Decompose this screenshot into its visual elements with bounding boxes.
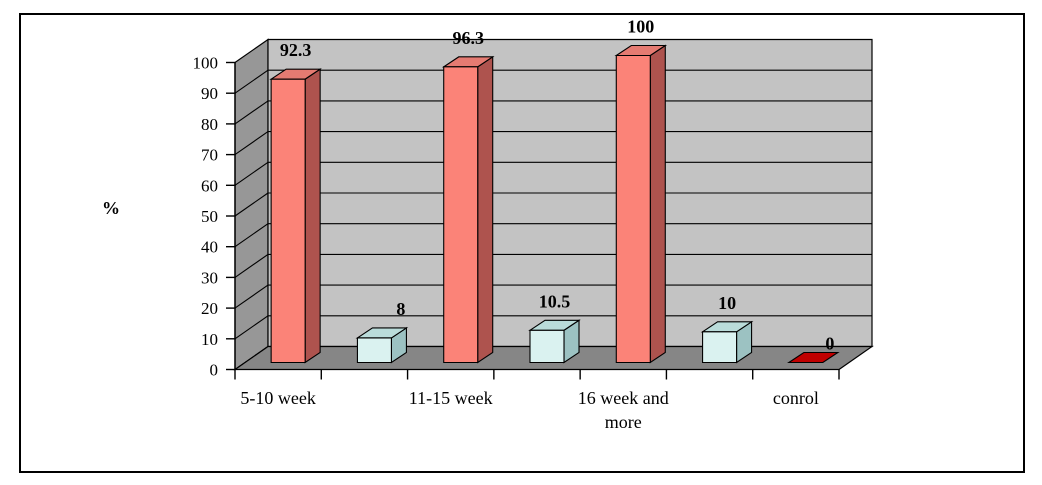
bar-5 [702, 331, 738, 364]
y-tick-label: 50 [201, 207, 218, 226]
y-tick-label: 70 [201, 146, 218, 165]
category-label-0: 5-10 week [240, 388, 315, 408]
gridline-side [234, 315, 269, 340]
y-tick-label: 90 [201, 84, 218, 103]
gridline-side [234, 100, 269, 125]
floor-left-edge [234, 346, 269, 370]
category-label-4: 16 week and [578, 388, 669, 408]
data-label-3: 10.5 [539, 291, 571, 311]
y-tick-label: 40 [201, 238, 218, 257]
bar-3 [529, 329, 565, 364]
bar-side-4 [649, 44, 666, 364]
gridline-side [234, 192, 269, 217]
y-tick-label: 10 [201, 330, 218, 349]
y-tick-label: 80 [201, 115, 218, 134]
data-label-4: 100 [627, 17, 654, 37]
y-tick-label: 0 [210, 361, 219, 380]
bar-4 [615, 54, 651, 364]
y-tick-label: 30 [201, 268, 218, 287]
gridline-side [234, 253, 269, 278]
bar-side-0 [304, 68, 321, 364]
data-label-2: 96.3 [452, 28, 484, 48]
gridline-side [234, 131, 269, 156]
data-label-5: 10 [718, 293, 736, 313]
y-tick-label: 60 [201, 176, 218, 195]
bar-zero-6 [787, 351, 840, 364]
y-tick-label: 20 [201, 299, 218, 318]
gridline-side [234, 284, 269, 309]
gridline-side [234, 69, 269, 94]
y-tick-label: 100 [193, 54, 219, 73]
bar-2 [443, 66, 479, 364]
bar-side-2 [477, 55, 494, 364]
bar-1 [356, 337, 392, 364]
data-label-6: 0 [825, 334, 834, 354]
category-label-2: 11-15 week [409, 388, 493, 408]
category-label-4: more [605, 412, 642, 432]
gridline-side [234, 223, 269, 248]
bar-0 [270, 78, 306, 364]
data-label-1: 8 [396, 299, 405, 319]
data-label-0: 92.3 [280, 40, 312, 60]
y-axis-title: % [102, 198, 120, 218]
gridline-side [234, 161, 269, 186]
category-label-6: conrol [773, 388, 819, 408]
